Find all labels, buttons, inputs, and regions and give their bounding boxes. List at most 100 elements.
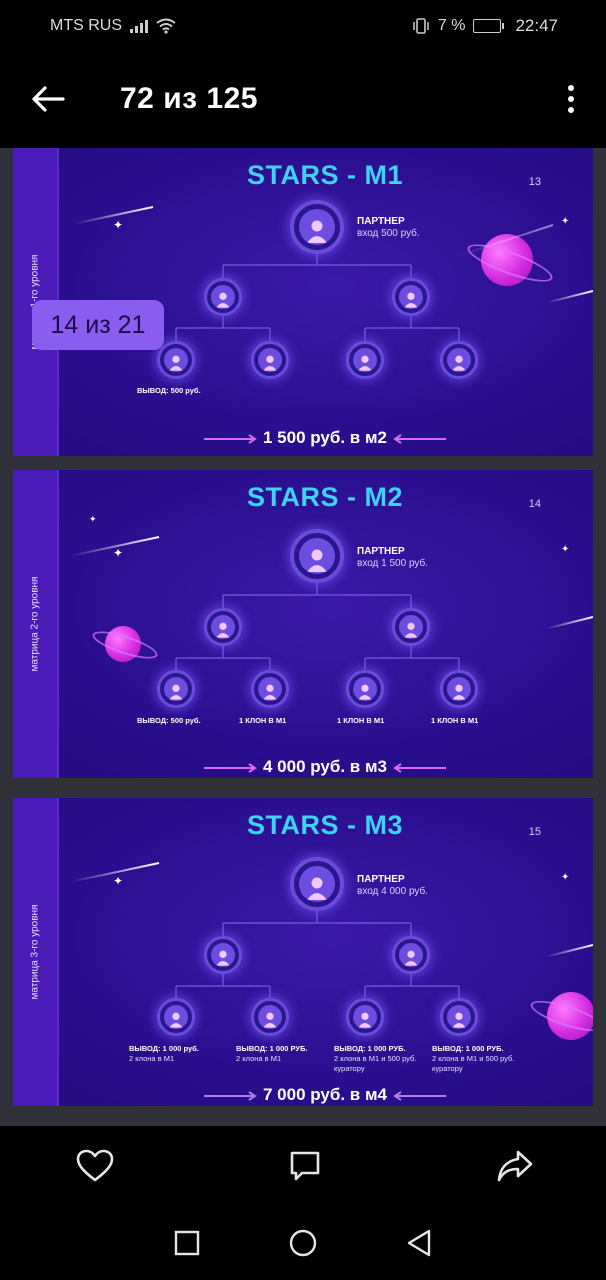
level1-node <box>392 936 430 974</box>
level2-node <box>346 998 384 1036</box>
heart-icon[interactable] <box>76 1149 114 1188</box>
slide-title: STARS - M3 <box>246 810 403 840</box>
partner-label: ПАРТНЕР вход 1 500 руб. <box>357 546 429 569</box>
user-icon <box>452 1012 466 1028</box>
level1-node <box>204 278 242 316</box>
level2-node <box>251 341 289 379</box>
leaf-label: 1 КЛОН В М1 <box>239 716 287 725</box>
bottom-amount: 7 000 руб. в м4 <box>262 1085 388 1104</box>
star-decoration: ✦ <box>89 514 97 524</box>
slide-stars-m3: матрица 3-го уровня STARS - M3 15 ПАРТНЕ… <box>13 798 593 1106</box>
slide-bottom-line: 7 000 руб. в м4 <box>13 1085 593 1105</box>
star-decoration: ✦ <box>561 216 570 227</box>
back-arrow-icon[interactable] <box>28 79 68 119</box>
level2-node <box>251 998 289 1036</box>
user-icon <box>358 1012 372 1028</box>
user-icon <box>169 684 183 700</box>
star-decoration: ✦ <box>113 874 124 888</box>
post-action-bar <box>0 1126 606 1210</box>
more-options-icon[interactable] <box>556 79 586 119</box>
image-counter-badge: 14 из 21 <box>32 300 164 350</box>
level1-node <box>392 278 430 316</box>
level1-node <box>204 936 242 974</box>
level2-node <box>440 998 478 1036</box>
battery-percent: 7 % <box>437 17 466 34</box>
user-icon <box>307 877 327 900</box>
leaf-label: ВЫВОД: 500 руб. <box>137 716 201 725</box>
bottom-amount: 1 500 руб. в м2 <box>262 428 388 447</box>
slide-title: STARS - M2 <box>246 482 403 512</box>
partner-label: ПАРТНЕР вход 4 000 руб. <box>357 874 429 897</box>
leaf-label: ВЫВОД: 1 000 РУБ. 2 клона в М1 <box>236 1044 308 1063</box>
star-decoration: ✦ <box>113 218 124 232</box>
leaf-label: ВЫВОД: 1 000 РУБ. 2 клона в М1 и 500 руб… <box>334 1044 417 1073</box>
arrow-left-icon <box>392 433 446 444</box>
partner-node <box>290 529 344 583</box>
tree-connector-lines <box>175 252 460 341</box>
arrow-left-icon <box>392 762 446 773</box>
level2-node <box>440 341 478 379</box>
level1-node <box>204 608 242 646</box>
star-decoration: ✦ <box>561 872 570 883</box>
carrier-name: MTS RUS <box>50 17 122 34</box>
arrow-right-icon <box>204 762 258 773</box>
wifi-icon <box>156 18 176 34</box>
system-navigation-bar <box>0 1210 606 1280</box>
level2-node <box>157 670 195 708</box>
slide-number: 13 <box>528 176 541 188</box>
level2-node <box>157 341 195 379</box>
slide-number: 14 <box>528 498 541 510</box>
level1-node <box>392 608 430 646</box>
status-right: 7 % 22:47 <box>412 16 558 36</box>
level2-node <box>440 670 478 708</box>
clock: 22:47 <box>515 16 558 35</box>
planet-decoration <box>481 234 533 286</box>
user-icon <box>169 355 183 371</box>
battery-icon <box>473 19 505 33</box>
user-icon <box>169 1012 183 1028</box>
arrow-left-icon <box>392 1090 446 1101</box>
user-icon <box>263 684 277 700</box>
user-icon <box>358 355 372 371</box>
status-bar: MTS RUS 7 % 22:47 <box>0 0 606 52</box>
home-icon[interactable] <box>287 1227 319 1264</box>
page-counter-title: 72 из 125 <box>120 82 258 115</box>
slide-side-strip: матрица 2-го уровня <box>13 470 59 778</box>
slide-bottom-line: 4 000 руб. в м3 <box>13 757 593 777</box>
recents-icon[interactable] <box>173 1229 201 1262</box>
slide-bottom-line: 1 500 руб. в м2 <box>13 428 593 448</box>
comment-icon[interactable] <box>288 1149 322 1188</box>
level2-node <box>251 670 289 708</box>
bottom-amount: 4 000 руб. в м3 <box>262 757 388 776</box>
user-icon <box>263 1012 277 1028</box>
user-icon <box>307 220 327 243</box>
partner-label: ПАРТНЕР вход 500 руб. <box>357 216 420 239</box>
leaf-label: ВЫВОД: 500 руб. <box>137 386 201 395</box>
planet-decoration <box>547 992 593 1040</box>
user-icon <box>216 292 230 308</box>
app-header: 72 из 125 <box>0 52 606 146</box>
share-icon[interactable] <box>496 1149 534 1188</box>
level2-node <box>346 341 384 379</box>
user-icon <box>216 622 230 638</box>
leaf-label: 1 КЛОН В М1 <box>431 716 479 725</box>
slide-number: 15 <box>528 826 541 838</box>
user-icon <box>358 684 372 700</box>
star-decoration: ✦ <box>113 546 124 560</box>
vibrate-icon <box>413 18 429 34</box>
slide-stars-m2: матрица 2-го уровня STARS - M2 14 ПАРТНЕ… <box>13 470 593 778</box>
slide-title: STARS - M1 <box>246 160 403 190</box>
image-viewer[interactable]: 14 из 21 матрица 1-го уровня STARS - M1 … <box>0 148 606 1126</box>
leaf-label: ВЫВОД: 1 000 руб. 2 клона в М1 <box>129 1044 199 1063</box>
user-icon <box>404 950 418 966</box>
star-decoration: ✦ <box>561 544 570 555</box>
planet-decoration <box>105 626 141 662</box>
level2-node <box>346 670 384 708</box>
back-nav-icon[interactable] <box>405 1228 433 1263</box>
level2-node <box>157 998 195 1036</box>
user-icon <box>404 292 418 308</box>
partner-node <box>290 857 344 911</box>
arrow-right-icon <box>204 1090 258 1101</box>
signal-icon <box>130 19 148 33</box>
tree-connector-lines <box>175 910 460 998</box>
